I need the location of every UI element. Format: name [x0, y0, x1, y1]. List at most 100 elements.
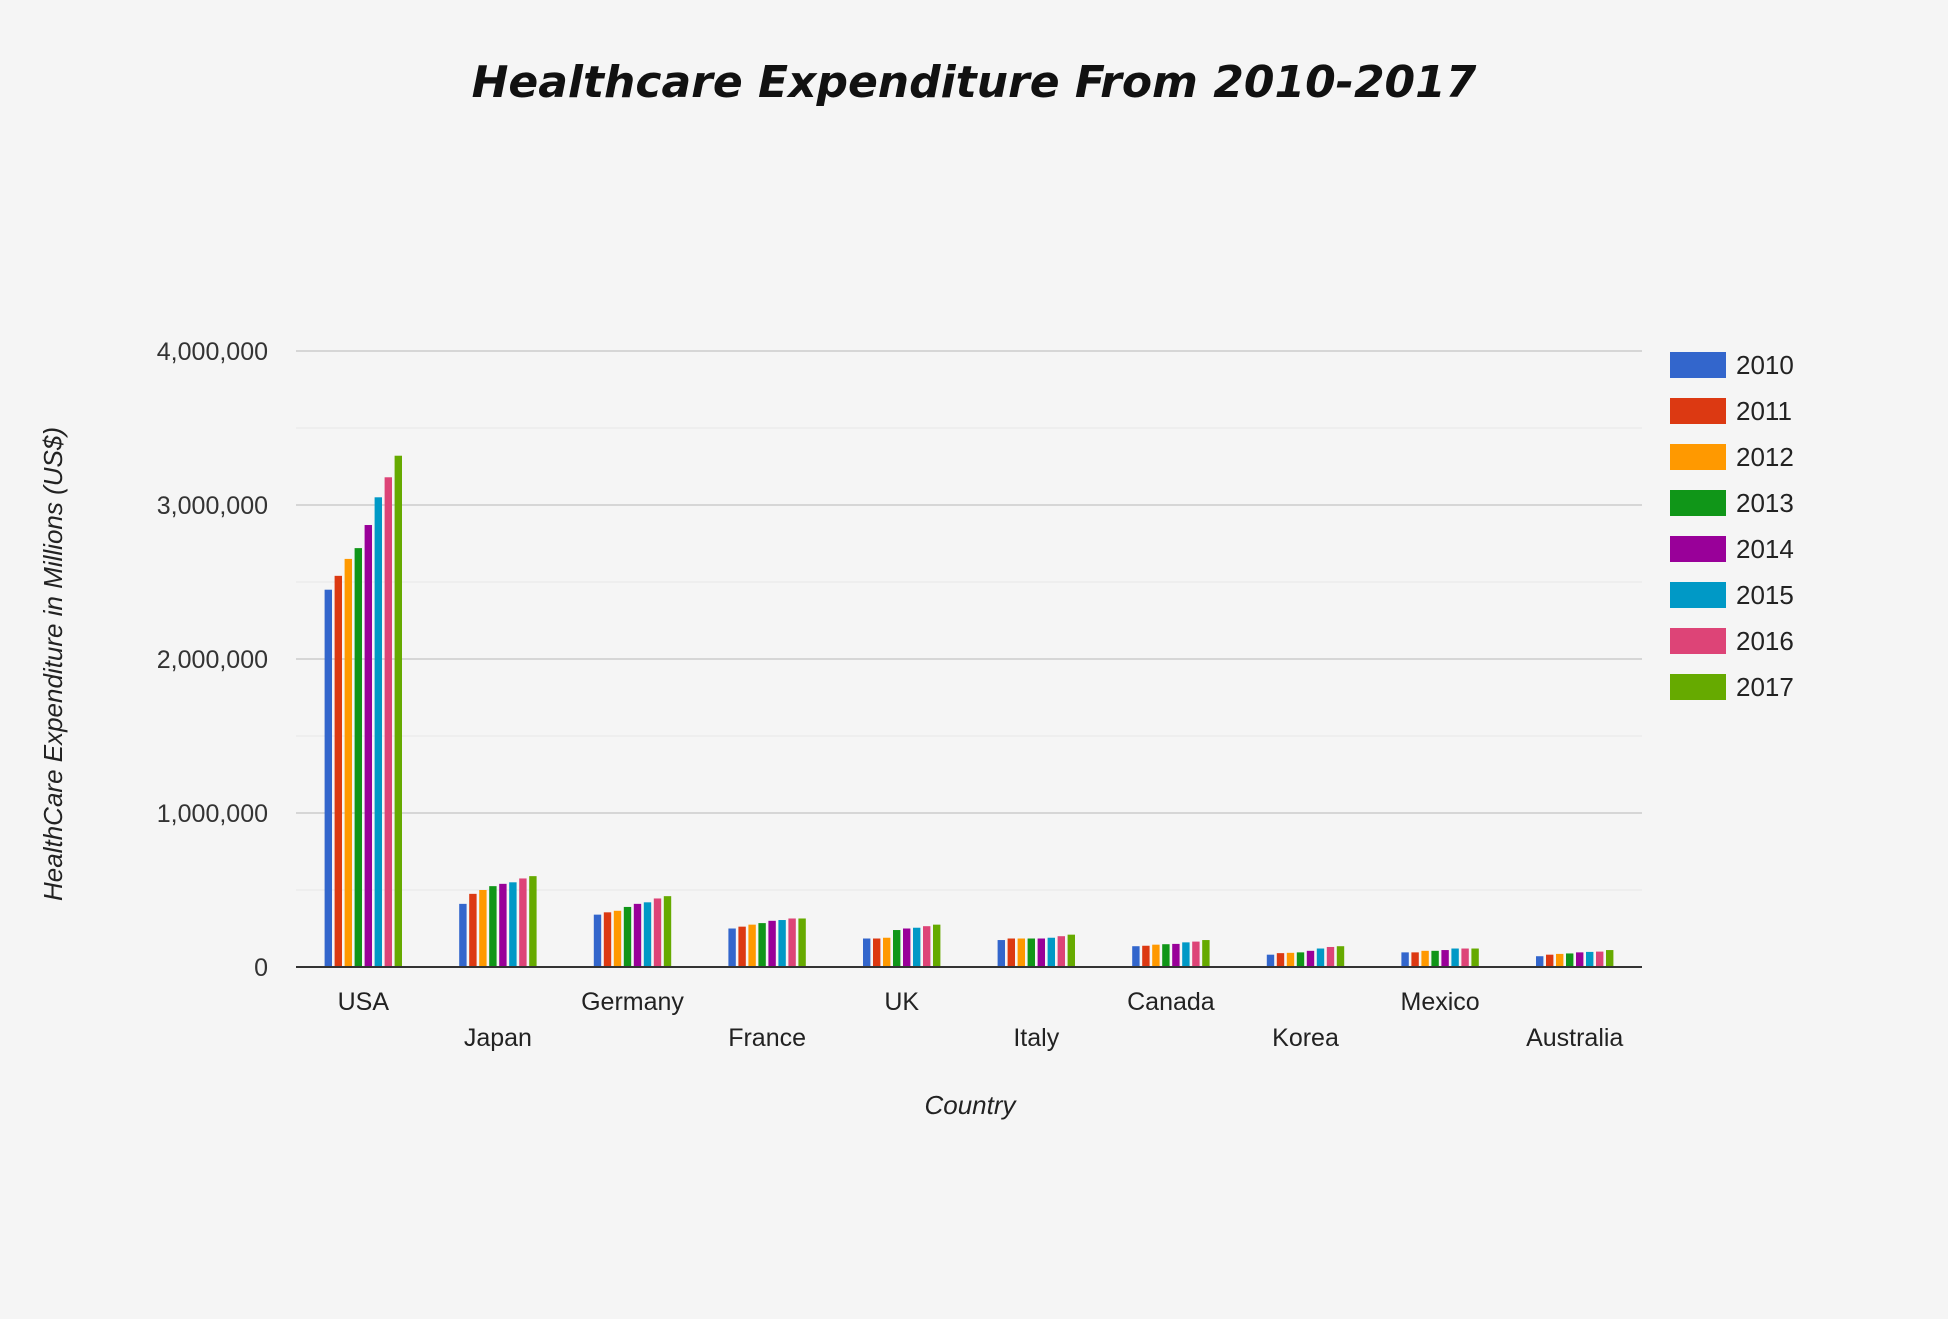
y-axis-label: HealthCare Expenditure in Millions (US$)	[38, 427, 68, 901]
bar-uk-2015	[913, 927, 921, 967]
bar-japan-2014	[499, 883, 507, 967]
y-tick-label: 2,000,000	[157, 646, 268, 674]
bar-usa-2015	[374, 497, 382, 967]
x-tick-label: Japan	[464, 1024, 532, 1052]
bar-usa-2010	[324, 589, 332, 967]
bar-france-2010	[728, 928, 736, 967]
bar-italy-2014	[1037, 938, 1045, 967]
bar-japan-2011	[469, 893, 477, 967]
bar-germany-2012	[613, 910, 622, 967]
bar-italy-2013	[1027, 938, 1035, 967]
legend-swatch-2016	[1670, 628, 1726, 654]
bar-usa-2013	[354, 548, 362, 967]
bar-uk-2014	[903, 928, 911, 967]
legend-label-2013: 2013	[1736, 488, 1794, 518]
legend-swatch-2017	[1670, 674, 1726, 700]
legend-swatch-2014	[1670, 536, 1726, 562]
bar-korea-2011	[1276, 953, 1285, 967]
x-tick-label: Germany	[581, 988, 684, 1016]
bar-italy-2011	[1007, 938, 1015, 967]
bar-australia-2017	[1606, 950, 1614, 967]
bar-usa-2011	[334, 575, 342, 967]
x-tick-label: France	[728, 1024, 806, 1052]
bar-korea-2013	[1296, 952, 1305, 967]
bar-france-2016	[788, 918, 796, 967]
y-tick-label: 4,000,000	[157, 338, 268, 366]
x-axis-label: Country	[924, 1090, 1017, 1120]
y-tick-label: 0	[254, 954, 268, 982]
bar-canada-2016	[1192, 941, 1200, 967]
bar-canada-2013	[1162, 944, 1170, 967]
bar-italy-2017	[1067, 934, 1075, 967]
bar-mexico-2015	[1451, 948, 1459, 967]
bar-australia-2015	[1586, 951, 1594, 967]
bar-korea-2015	[1316, 948, 1325, 967]
x-tick-label: Mexico	[1401, 988, 1480, 1016]
bar-canada-2017	[1202, 940, 1210, 967]
legend-label-2016: 2016	[1736, 626, 1794, 656]
legend-label-2017: 2017	[1736, 672, 1794, 702]
bars	[324, 455, 1614, 967]
bar-mexico-2017	[1471, 948, 1479, 967]
legend-swatch-2010	[1670, 352, 1726, 378]
gridlines	[296, 350, 1642, 891]
bar-japan-2010	[459, 903, 467, 967]
bar-germany-2015	[643, 902, 652, 967]
legend-label-2014: 2014	[1736, 534, 1794, 564]
bar-germany-2017	[663, 896, 672, 967]
legend-swatch-2015	[1670, 582, 1726, 608]
x-tick-label: USA	[338, 988, 390, 1016]
bar-australia-2013	[1566, 953, 1574, 967]
bar-usa-2014	[364, 525, 372, 967]
bar-mexico-2014	[1441, 950, 1449, 967]
legend-swatch-2012	[1670, 444, 1726, 470]
bar-mexico-2016	[1461, 948, 1469, 967]
bar-uk-2010	[863, 938, 871, 967]
bar-canada-2015	[1182, 942, 1190, 967]
legend-swatch-2013	[1670, 490, 1726, 516]
bar-uk-2013	[893, 930, 901, 967]
bar-korea-2012	[1286, 952, 1295, 967]
bar-italy-2010	[997, 940, 1005, 967]
x-axis-ticks: USA Japan Germany France UK Italy Canada Korea M…	[338, 988, 1624, 1052]
legend: 2010 2011 2012 2013 2014 2015 2016 2017	[1670, 350, 1794, 702]
bar-australia-2016	[1596, 951, 1604, 967]
bar-canada-2012	[1152, 944, 1160, 967]
bar-italy-2016	[1057, 936, 1065, 967]
bar-korea-2010	[1266, 954, 1275, 967]
bar-france-2015	[778, 920, 786, 967]
x-tick-label: Italy	[1013, 1024, 1059, 1052]
x-tick-label: Canada	[1127, 988, 1215, 1016]
bar-uk-2017	[933, 924, 941, 967]
legend-swatch-2011	[1670, 398, 1726, 424]
bar-korea-2014	[1306, 950, 1315, 967]
bar-germany-2011	[603, 912, 612, 967]
bar-france-2013	[758, 923, 766, 967]
x-tick-label: Korea	[1272, 1024, 1339, 1052]
bar-canada-2010	[1132, 946, 1140, 967]
y-tick-label: 1,000,000	[157, 800, 268, 828]
bar-mexico-2013	[1431, 950, 1439, 967]
bar-canada-2011	[1142, 945, 1150, 967]
y-axis-ticks: 0 1,000,000 2,000,000 3,000,000 4,000,000	[157, 338, 268, 982]
y-tick-label: 3,000,000	[157, 492, 268, 520]
x-tick-label: UK	[884, 988, 919, 1016]
chart-title: Healthcare Expenditure From 2010-2017	[472, 57, 1477, 108]
legend-label-2011: 2011	[1736, 396, 1792, 426]
bar-usa-2012	[344, 558, 352, 967]
bar-germany-2014	[633, 903, 642, 967]
bar-usa-2016	[384, 477, 392, 967]
bar-australia-2010	[1536, 956, 1544, 967]
bar-france-2014	[768, 920, 776, 967]
bar-japan-2016	[519, 878, 527, 967]
bar-mexico-2011	[1411, 952, 1419, 967]
bar-uk-2016	[923, 926, 931, 967]
bar-germany-2010	[593, 914, 602, 967]
bar-japan-2017	[529, 876, 537, 967]
bar-mexico-2010	[1401, 952, 1409, 967]
x-tick-label: Australia	[1526, 1024, 1623, 1052]
bar-france-2017	[798, 918, 806, 967]
bar-usa-2017	[394, 455, 402, 967]
